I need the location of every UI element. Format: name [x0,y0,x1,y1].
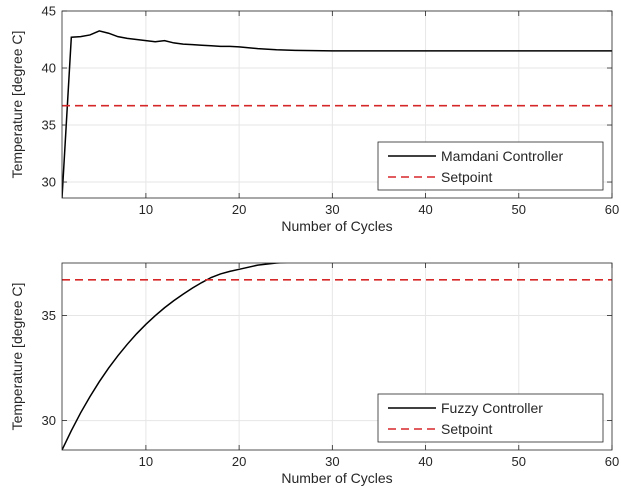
legend-label: Fuzzy Controller [441,400,543,416]
x-axis-label: Number of Cycles [281,470,392,486]
y-tick-label: 45 [42,4,56,19]
y-tick-label: 40 [42,61,56,76]
legend: Fuzzy Controller Setpoint [377,393,604,443]
y-tick-label: 35 [42,118,56,133]
chart-panel-2: 10 20 30 40 50 60 30 35 Number of Cycles Temperat… [9,262,619,486]
y-axis-label: Temperature [degree C] [9,283,25,431]
legend-box [377,393,604,443]
axes-box [61,262,613,451]
y-tick-label: 30 [42,413,56,428]
x-tick-label: 40 [418,454,432,469]
chart-panel-1: 10 20 30 40 50 60 30 35 40 45 Number of Cycles Temp… [9,4,619,235]
x-tick-label: 20 [232,454,246,469]
y-axis-label: Temperature [degree C] [9,31,25,179]
x-tick-label: 60 [605,454,619,469]
x-tick-label: 10 [139,202,153,217]
x-tick-label: 40 [418,202,432,217]
x-tick-label: 50 [512,454,526,469]
x-tick-label: 10 [139,454,153,469]
x-tick-label: 20 [232,202,246,217]
x-tick-label: 30 [325,202,339,217]
legend-box [377,141,604,191]
legend: Mamdani Controller Setpoint [377,141,604,191]
axes-box [61,10,613,199]
x-tick-label: 50 [512,202,526,217]
series-line-1 [62,30,612,198]
legend-label: Setpoint [441,169,492,185]
x-tick-label: 60 [605,202,619,217]
y-tick-label: 35 [42,308,56,323]
y-tick-label: 30 [42,175,56,190]
x-axis-label: Number of Cycles [281,218,392,234]
legend-label: Setpoint [441,421,492,437]
legend-label: Mamdani Controller [441,148,563,164]
x-tick-label: 30 [325,454,339,469]
